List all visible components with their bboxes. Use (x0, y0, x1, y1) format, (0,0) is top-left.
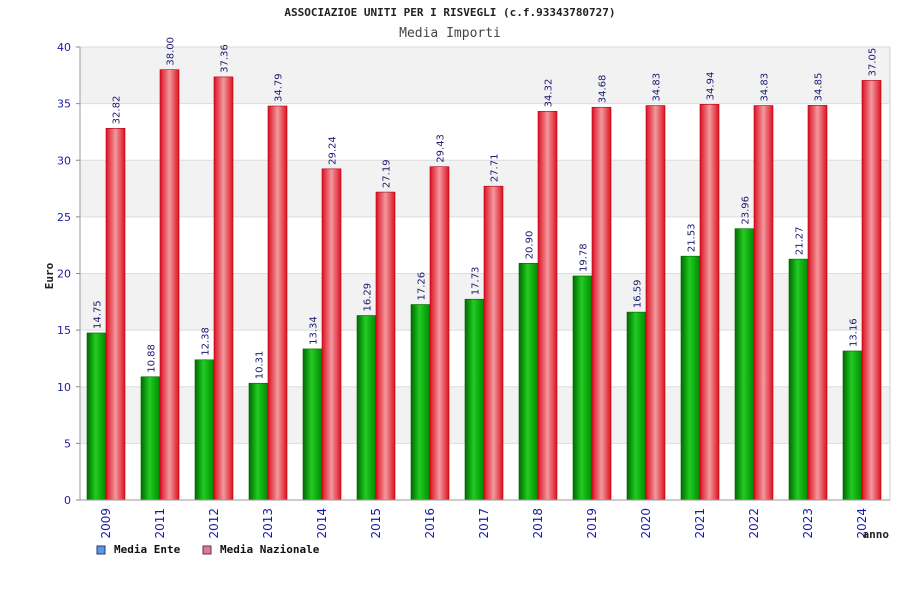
legend: Media Ente Media Nazionale (96, 543, 320, 556)
bar-nazionale (267, 105, 288, 501)
bar-nazionale (861, 80, 882, 501)
bar-ente (842, 350, 863, 501)
x-tick-label: 2012 (207, 508, 221, 539)
y-tick-label: 5 (64, 437, 71, 450)
x-tick-label: 2018 (531, 508, 545, 539)
bar-ente (518, 263, 539, 501)
bar-nazionale (645, 105, 666, 501)
data-label-ente: 21.53 (687, 224, 698, 253)
data-label-ente: 23.96 (741, 196, 752, 225)
bar-nazionale (321, 168, 342, 501)
bar-ente (680, 255, 701, 501)
data-label-ente: 17.73 (471, 267, 482, 296)
bar-ente (626, 311, 647, 501)
chart-subtitle: Media Importi (399, 26, 501, 41)
x-tick-label: 2013 (261, 508, 275, 539)
y-tick-label: 20 (57, 268, 71, 281)
data-label-ente: 17.26 (417, 272, 428, 301)
data-label-nazionale: 37.36 (220, 44, 231, 73)
data-label-ente: 16.59 (633, 279, 644, 308)
data-label-ente: 16.29 (363, 283, 374, 312)
bar-ente (194, 359, 215, 501)
legend-label-ente: Media Ente (114, 543, 181, 556)
bar-nazionale (591, 106, 612, 501)
bars (86, 69, 882, 501)
bar-ente (248, 382, 269, 501)
x-tick-label: 2022 (747, 508, 761, 539)
y-tick-label: 10 (57, 381, 71, 394)
x-tick-label: 2023 (801, 508, 815, 539)
y-axis-ticks: 0 5 10 15 20 25 30 35 40 (57, 41, 81, 507)
y-tick-label: 30 (57, 154, 71, 167)
x-tick-label: 2019 (585, 508, 599, 539)
data-label-ente: 10.31 (255, 351, 266, 380)
x-tick-label: 2011 (153, 508, 167, 539)
bar-ente (86, 332, 107, 501)
bar-nazionale (105, 128, 126, 501)
bar-ente (410, 304, 431, 501)
bar-nazionale (429, 166, 450, 501)
data-label-nazionale: 29.24 (328, 136, 339, 165)
y-tick-label: 0 (64, 494, 71, 507)
data-label-ente: 12.38 (201, 327, 212, 356)
y-tick-label: 40 (57, 41, 71, 54)
bar-ente (356, 315, 377, 501)
x-axis-ticks: 2009 2011 2012 2013 2014 2015 2016 2017 2018 2019… (80, 499, 890, 539)
bar-ente (464, 298, 485, 501)
bar-nazionale (537, 111, 558, 501)
y-axis-label: Euro (43, 262, 56, 289)
data-label-ente: 21.27 (795, 226, 806, 255)
data-label-nazionale: 34.32 (544, 79, 555, 108)
data-label-ente: 13.16 (849, 318, 860, 347)
x-tick-label: 2017 (477, 508, 491, 539)
y-tick-label: 35 (57, 98, 71, 111)
data-labels: 14.75 32.82 10.88 38.00 12.38 37.36 10.31 34.79… (93, 37, 879, 379)
bar-ente (140, 376, 161, 501)
bar-nazionale (699, 104, 720, 501)
bar-nazionale (483, 185, 504, 501)
x-tick-label: 2014 (315, 508, 329, 539)
data-label-nazionale: 34.94 (706, 72, 717, 101)
bar-ente (302, 348, 323, 501)
x-tick-label: 2015 (369, 508, 383, 539)
data-label-nazionale: 34.85 (814, 73, 825, 102)
data-label-nazionale: 32.82 (112, 96, 123, 125)
bar-ente (734, 228, 755, 501)
data-label-nazionale: 34.83 (652, 73, 663, 102)
bar-ente (572, 275, 593, 501)
data-label-ente: 10.88 (147, 344, 158, 373)
chart-title: ASSOCIAZIOE UNITI PER I RISVEGLI (c.f.93… (284, 6, 615, 19)
data-label-nazionale: 38.00 (166, 37, 177, 66)
x-tick-label: 2009 (99, 508, 113, 539)
bar-nazionale (213, 76, 234, 501)
x-tick-label: 2020 (639, 508, 653, 539)
y-tick-label: 15 (57, 324, 71, 337)
bar-nazionale (159, 69, 180, 501)
legend-label-nazionale: Media Nazionale (220, 543, 320, 556)
x-tick-label: 2016 (423, 508, 437, 539)
data-label-ente: 13.34 (309, 316, 320, 345)
x-tick-label: 2021 (693, 508, 707, 539)
data-label-nazionale: 29.43 (436, 134, 447, 163)
legend-swatch-nazionale (202, 545, 212, 555)
bar-nazionale (375, 191, 396, 501)
data-label-ente: 14.75 (93, 300, 104, 329)
data-label-nazionale: 34.83 (760, 73, 771, 102)
data-label-ente: 19.78 (579, 243, 590, 272)
bar-nazionale (753, 105, 774, 501)
y-tick-label: 25 (57, 211, 71, 224)
data-label-nazionale: 27.19 (382, 159, 393, 188)
data-label-nazionale: 27.71 (490, 154, 501, 183)
bar-nazionale (807, 105, 828, 501)
legend-swatch-ente (96, 545, 106, 555)
data-label-nazionale: 37.05 (868, 48, 879, 77)
data-label-nazionale: 34.79 (274, 73, 285, 102)
data-label-ente: 20.90 (525, 231, 536, 260)
data-label-nazionale: 34.68 (598, 75, 609, 104)
x-axis-label: anno (863, 528, 890, 541)
x-tick-label: 2024 (855, 508, 869, 539)
bar-ente (788, 258, 809, 501)
